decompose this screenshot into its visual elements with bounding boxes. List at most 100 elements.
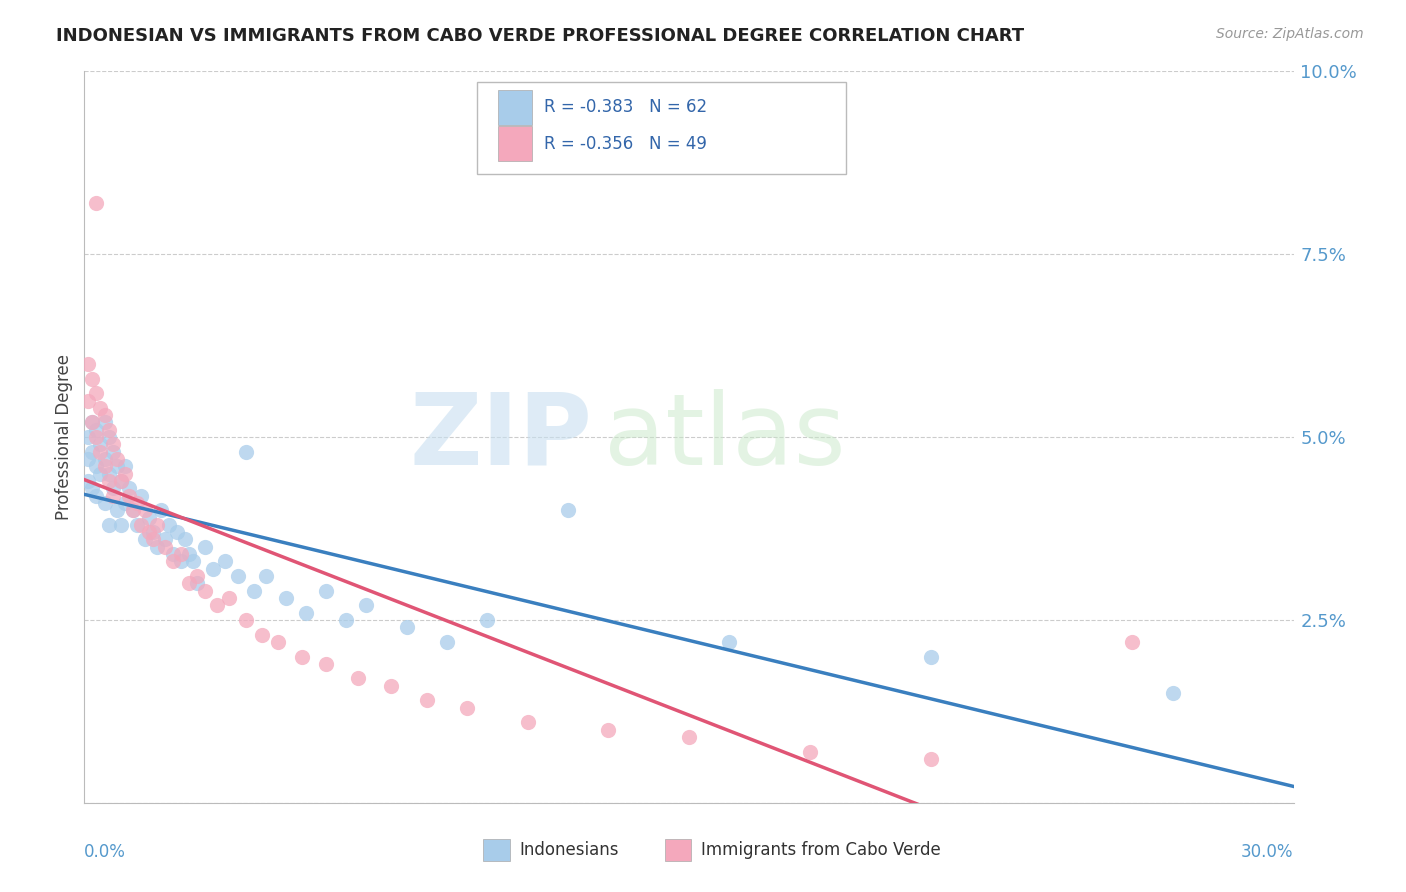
Text: ZIP: ZIP xyxy=(409,389,592,485)
Bar xyxy=(498,89,531,125)
Point xyxy=(166,525,188,540)
Y-axis label: Professional Degree: Professional Degree xyxy=(55,354,73,520)
Point xyxy=(1161,686,1184,700)
Point xyxy=(1121,635,1143,649)
Point xyxy=(516,715,538,730)
Point xyxy=(93,496,115,510)
Point xyxy=(718,635,741,649)
Bar xyxy=(498,126,531,161)
Point xyxy=(125,517,148,532)
Point xyxy=(170,554,193,568)
Point xyxy=(250,627,273,641)
Point xyxy=(134,533,156,547)
Point xyxy=(86,430,108,444)
Point xyxy=(134,503,156,517)
Point xyxy=(153,533,176,547)
Point xyxy=(456,700,478,714)
Point xyxy=(77,474,100,488)
Point xyxy=(149,503,172,517)
Point xyxy=(254,569,277,583)
Point xyxy=(186,576,208,591)
Point xyxy=(110,517,132,532)
Text: 30.0%: 30.0% xyxy=(1241,843,1294,861)
Point xyxy=(101,481,124,495)
Point xyxy=(179,547,201,561)
Text: R = -0.356   N = 49: R = -0.356 N = 49 xyxy=(544,135,707,153)
Bar xyxy=(484,839,510,862)
Point xyxy=(105,452,128,467)
Point xyxy=(181,554,204,568)
Point xyxy=(295,606,318,620)
Point xyxy=(380,679,402,693)
Point xyxy=(114,467,136,481)
Point xyxy=(93,459,115,474)
Point xyxy=(89,467,111,481)
Point xyxy=(194,540,217,554)
Point xyxy=(125,496,148,510)
Point xyxy=(129,489,152,503)
Point xyxy=(97,467,120,481)
Point xyxy=(207,599,229,613)
Point xyxy=(77,430,100,444)
Point xyxy=(315,583,337,598)
Point xyxy=(598,723,620,737)
Point xyxy=(235,613,257,627)
Point xyxy=(142,525,165,540)
Point xyxy=(477,613,499,627)
Point xyxy=(86,489,108,503)
Point xyxy=(153,540,176,554)
Point xyxy=(110,474,132,488)
Point xyxy=(174,533,197,547)
Point xyxy=(82,371,104,385)
Point xyxy=(86,196,108,211)
Point xyxy=(214,554,236,568)
Point xyxy=(395,620,418,634)
Point xyxy=(267,635,290,649)
Point xyxy=(114,459,136,474)
Bar xyxy=(665,839,692,862)
Point xyxy=(157,517,180,532)
Point xyxy=(194,583,217,598)
Text: atlas: atlas xyxy=(605,389,846,485)
Point xyxy=(110,474,132,488)
Point xyxy=(82,481,104,495)
Point xyxy=(557,503,579,517)
Point xyxy=(93,416,115,430)
Point xyxy=(678,730,700,744)
Point xyxy=(146,540,169,554)
Point xyxy=(105,459,128,474)
FancyBboxPatch shape xyxy=(478,82,846,174)
Point xyxy=(335,613,357,627)
Point xyxy=(218,591,240,605)
Point xyxy=(356,599,378,613)
Point xyxy=(89,437,111,451)
Text: 0.0%: 0.0% xyxy=(84,843,127,861)
Point xyxy=(97,423,120,437)
Point xyxy=(121,503,143,517)
Point xyxy=(101,437,124,451)
Point xyxy=(142,533,165,547)
Point xyxy=(186,569,208,583)
Point xyxy=(105,503,128,517)
Point xyxy=(101,489,124,503)
Point xyxy=(436,635,458,649)
Text: Source: ZipAtlas.com: Source: ZipAtlas.com xyxy=(1216,27,1364,41)
Point xyxy=(235,444,257,458)
Point xyxy=(77,393,100,408)
Point xyxy=(162,547,184,561)
Point xyxy=(179,576,201,591)
Text: INDONESIAN VS IMMIGRANTS FROM CABO VERDE PROFESSIONAL DEGREE CORRELATION CHART: INDONESIAN VS IMMIGRANTS FROM CABO VERDE… xyxy=(56,27,1025,45)
Point xyxy=(77,357,100,371)
Point xyxy=(82,416,104,430)
Point xyxy=(226,569,249,583)
Point xyxy=(101,444,124,458)
Point xyxy=(146,517,169,532)
Point xyxy=(89,444,111,458)
Point xyxy=(274,591,297,605)
Point xyxy=(86,386,108,401)
Point xyxy=(416,693,439,707)
Point xyxy=(93,408,115,422)
Text: Immigrants from Cabo Verde: Immigrants from Cabo Verde xyxy=(702,841,941,859)
Point xyxy=(347,672,370,686)
Point xyxy=(242,583,264,598)
